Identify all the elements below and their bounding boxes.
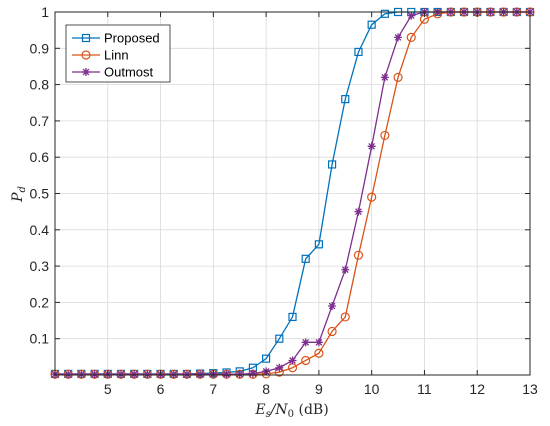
data-point bbox=[275, 363, 284, 372]
data-point bbox=[288, 356, 297, 365]
data-point bbox=[367, 20, 376, 29]
x-tick-label: 8 bbox=[262, 381, 270, 397]
data-point bbox=[222, 370, 231, 379]
y-axis-title: Pd bbox=[10, 186, 28, 203]
data-point bbox=[353, 250, 364, 260]
y-tick-label: 0.2 bbox=[30, 294, 50, 310]
data-point bbox=[328, 302, 337, 311]
x-tick-label: 10 bbox=[364, 381, 380, 397]
x-tick-label: 13 bbox=[522, 381, 538, 397]
data-point bbox=[380, 9, 389, 18]
y-tick-label: 0.4 bbox=[30, 222, 50, 238]
data-point bbox=[341, 265, 350, 274]
y-tick-label: 0.6 bbox=[30, 149, 50, 165]
legend-label: Outmost bbox=[104, 65, 154, 80]
y-tick-label: 0.9 bbox=[30, 40, 50, 56]
x-tick-label: 7 bbox=[209, 381, 217, 397]
x-tick-label: 9 bbox=[315, 381, 323, 397]
x-axis-title: Es/N0 (dB) bbox=[254, 402, 328, 420]
data-point bbox=[354, 47, 363, 57]
data-point bbox=[130, 370, 139, 379]
data-point bbox=[182, 370, 191, 379]
y-tick-label: 0.7 bbox=[30, 113, 50, 129]
data-point bbox=[248, 369, 257, 378]
data-point bbox=[275, 334, 284, 343]
data-point bbox=[143, 370, 152, 379]
data-point bbox=[380, 130, 390, 141]
data-point bbox=[406, 32, 416, 43]
legend-label: Proposed bbox=[104, 31, 160, 46]
legend-label: Linn bbox=[104, 48, 129, 63]
data-point bbox=[288, 312, 297, 322]
x-tick-label: 5 bbox=[104, 381, 112, 397]
legend-item-proposed: Proposed bbox=[72, 31, 160, 46]
x-tick-label: 12 bbox=[469, 381, 485, 397]
data-point bbox=[367, 142, 376, 151]
data-point bbox=[393, 72, 403, 82]
data-point bbox=[407, 11, 416, 20]
x-tick-label: 6 bbox=[157, 381, 165, 397]
data-point bbox=[314, 240, 323, 249]
data-point bbox=[64, 370, 73, 379]
data-point bbox=[327, 160, 337, 169]
data-point bbox=[301, 254, 310, 263]
legend-item-linn: Linn bbox=[72, 48, 129, 63]
data-point bbox=[314, 338, 323, 347]
data-point bbox=[235, 370, 244, 379]
data-point bbox=[354, 207, 363, 216]
data-point bbox=[262, 354, 271, 363]
data-point bbox=[367, 192, 377, 202]
tick-labels: 5 6 7 8 9 10 11 12 13 0.1 0.2 0.3 0.4 0.5 0.6 0.7 0.8 0.9… bbox=[30, 4, 538, 397]
ticks bbox=[55, 11, 531, 375]
data-point bbox=[341, 95, 350, 104]
y-tick-label: 1 bbox=[41, 4, 49, 20]
data-point bbox=[81, 33, 91, 43]
y-tick-label: 0.5 bbox=[30, 186, 50, 202]
data-point bbox=[340, 312, 350, 322]
data-point bbox=[380, 73, 389, 82]
data-point bbox=[314, 348, 324, 358]
data-point bbox=[169, 370, 178, 379]
y-tick-label: 0.1 bbox=[30, 331, 50, 347]
legend-item-outmost: Outmost bbox=[72, 65, 154, 80]
legend: Proposed Linn Outmost bbox=[65, 24, 171, 83]
data-point bbox=[77, 370, 86, 379]
data-point bbox=[327, 326, 337, 337]
y-tick-label: 0.8 bbox=[30, 77, 50, 93]
data-point bbox=[301, 355, 311, 366]
y-tick-label: 0.3 bbox=[30, 258, 50, 274]
data-point bbox=[301, 338, 310, 347]
data-point bbox=[81, 50, 91, 60]
data-point bbox=[394, 33, 403, 42]
data-point bbox=[116, 370, 125, 379]
data-point bbox=[196, 370, 205, 379]
x-tick-label: 11 bbox=[417, 381, 432, 397]
data-point bbox=[82, 68, 90, 76]
data-point bbox=[90, 370, 99, 379]
